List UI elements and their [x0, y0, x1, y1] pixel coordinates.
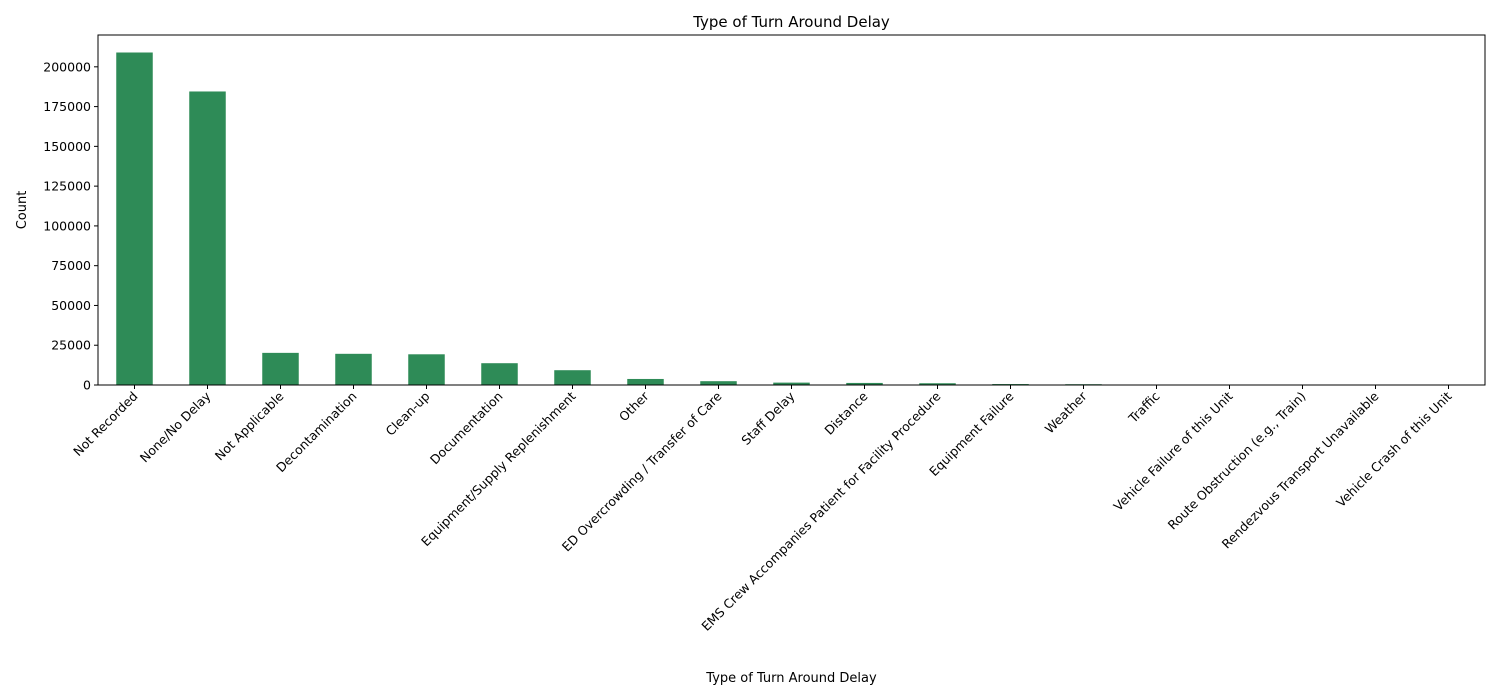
y-tick-label: 75000	[51, 258, 91, 273]
bar	[335, 353, 372, 385]
bar	[846, 382, 883, 385]
x-tick-label: Equipment/Supply Replenishment	[418, 388, 579, 549]
x-tick-label: EMS Crew Accompanies Patient for Facilit…	[698, 388, 943, 633]
bar	[116, 52, 153, 385]
plot-frame	[97, 34, 1486, 386]
x-tick-label: Staff Delay	[738, 388, 798, 448]
x-tick-label: Route Obstruction (e.g., Train)	[1165, 389, 1309, 533]
x-tick-label: ED Overcrowding / Transfer of Care	[559, 388, 725, 554]
bar	[919, 383, 956, 385]
y-tick-label: 50000	[51, 298, 91, 313]
bars-group	[116, 52, 1467, 386]
x-axis-label: Type of Turn Around Delay	[705, 671, 877, 686]
bar	[262, 352, 299, 385]
x-tick-label: Not Applicable	[212, 388, 287, 463]
y-tick-label: 150000	[43, 139, 91, 154]
x-tick-label: Documentation	[427, 389, 506, 468]
x-tick-label: Other	[616, 388, 652, 424]
y-tick-label: 25000	[51, 338, 91, 353]
x-tick-label: Vehicle Crash of this Unit	[1333, 388, 1455, 510]
x-tick-label: Traffic	[1125, 388, 1163, 426]
x-tick-label: Decontamination	[273, 389, 360, 476]
bar	[627, 378, 664, 385]
y-tick-label: 125000	[43, 179, 91, 194]
y-tick-label: 100000	[43, 218, 91, 233]
x-tick-label: Distance	[821, 388, 870, 437]
y-axis-ticks: 0 25000 50000 75000 100000 125000 150000 175000…	[43, 59, 98, 393]
y-tick-label: 200000	[43, 59, 91, 74]
bar	[189, 91, 226, 386]
bar	[481, 363, 518, 385]
bar	[408, 354, 445, 385]
x-tick-label: Vehicle Failure of this Unit	[1110, 388, 1235, 513]
y-tick-label: 175000	[43, 99, 91, 114]
bar	[700, 381, 737, 385]
x-tick-label: Rendezvous Transport Unavailable	[1219, 388, 1382, 551]
bar	[773, 382, 810, 385]
x-tick-label: Weather	[1042, 388, 1090, 436]
bar	[554, 370, 591, 385]
x-tick-label: None/No Delay	[137, 388, 214, 465]
x-tick-label: Not Recorded	[70, 389, 140, 459]
y-axis-label: Count	[15, 191, 30, 230]
y-tick-label: 0	[83, 378, 91, 393]
chart-title: Type of Turn Around Delay	[692, 13, 890, 31]
x-tick-label: Clean-up	[383, 388, 433, 438]
